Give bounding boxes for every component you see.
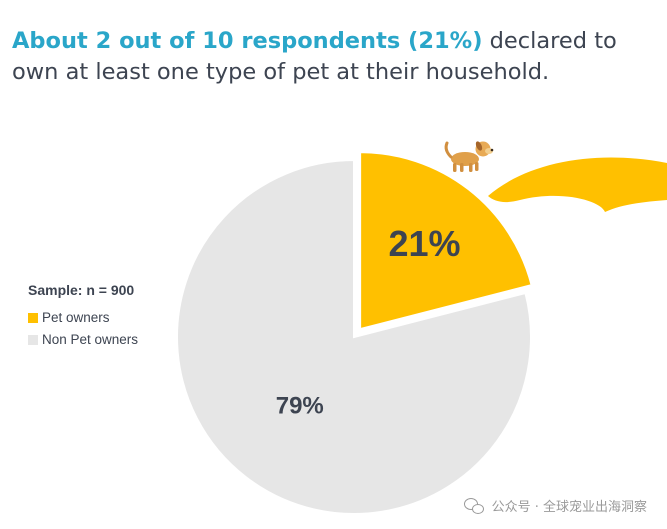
dog-icon	[444, 141, 494, 172]
watermark-text: 公众号 · 全球宠业出海洞察	[491, 500, 647, 515]
headline-rest: declared to own at least one type of pet…	[12, 28, 617, 85]
pie-slice-pet-owners	[359, 151, 533, 331]
wechat-icon	[463, 497, 484, 514]
pie-slice-non-pet-owners	[176, 158, 532, 515]
legend-swatch-pet-owners	[28, 312, 38, 323]
legend-label-pet-owners: Pet owners	[42, 310, 110, 325]
curved-arrow-icon	[488, 157, 667, 212]
headline-highlight: About 2 out of 10 respondents (21%)	[12, 28, 483, 54]
data-label-non-pet-owners: 79%	[276, 392, 324, 419]
sample-size: Sample: n = 900	[28, 282, 135, 298]
headline: About 2 out of 10 respondents (21%) decl…	[12, 26, 652, 88]
legend: Sample: n = 900 Pet owners Non Pet owner…	[28, 282, 138, 354]
data-label-pet-owners: 21%	[389, 223, 461, 264]
watermark: 公众号 · 全球宠业出海洞察	[463, 496, 647, 515]
legend-item-non-pet-owners: Non Pet owners	[28, 332, 138, 347]
legend-label-non-pet-owners: Non Pet owners	[42, 332, 139, 347]
legend-swatch-non-pet-owners	[28, 334, 38, 345]
legend-item-pet-owners: Pet owners	[28, 310, 138, 325]
